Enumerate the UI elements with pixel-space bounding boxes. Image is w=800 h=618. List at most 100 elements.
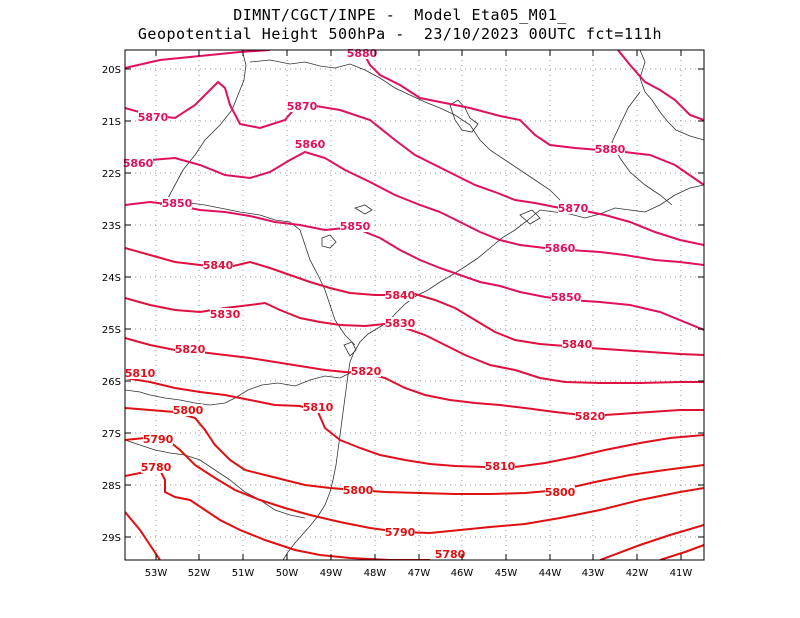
contour-label: 5780 <box>435 548 466 561</box>
lat-tick-label: 29S <box>102 533 121 544</box>
contour-label-bg <box>123 157 153 169</box>
contour-label: 5870 <box>287 100 318 113</box>
lon-tick-label: 50W <box>276 568 299 579</box>
map-frame <box>124 49 705 561</box>
contour-label: 5870 <box>138 111 169 124</box>
contour-label: 5800 <box>343 484 374 497</box>
contour-label-bg <box>343 484 373 496</box>
contour-label: 5860 <box>295 138 326 151</box>
lon-tick-label: 45W <box>495 568 518 579</box>
contour-5810 <box>125 377 704 468</box>
contour-5780 <box>125 511 161 560</box>
contour-label: 5790 <box>385 526 416 539</box>
contour-label: 5810 <box>303 401 334 414</box>
lat-tick-label: 28S <box>102 481 121 492</box>
lon-tick-label: 42W <box>626 568 649 579</box>
contour-label: 5880 <box>595 143 626 156</box>
lake <box>354 204 373 215</box>
lat-tick-label: 26S <box>102 377 121 388</box>
map-title-line-2: Geopotential Height 500hPa - 23/10/2023 … <box>137 25 663 43</box>
lake <box>321 234 337 249</box>
lon-tick-label: 46W <box>451 568 474 579</box>
contour-label: 5870 <box>558 202 589 215</box>
contour-5880 <box>361 50 704 186</box>
contour-label: 5840 <box>562 338 593 351</box>
contour-5780 <box>125 468 430 560</box>
contour-label-bg <box>385 317 415 329</box>
lon-tick-label: 48W <box>364 568 387 579</box>
contour-5870 <box>125 80 704 246</box>
contour-label: 5810 <box>485 460 516 473</box>
lake <box>519 209 541 225</box>
contour-label: 5780 <box>141 461 172 474</box>
lon-tick-label: 49W <box>320 568 343 579</box>
contour-label-bg <box>303 401 333 413</box>
state-border <box>249 59 441 109</box>
map-title-line-1: DIMNT/CGCT/INPE - Model Eta05_M01_ <box>233 6 567 24</box>
lat-tick-label: 23S <box>102 221 121 232</box>
contour-label-bg <box>562 338 592 350</box>
lat-tick-label: 24S <box>102 273 121 284</box>
lat-tick-label: 27S <box>102 429 121 440</box>
contour-labels: 5880 5880 5870 5870 5870 5860 5860 5860 5850 5850… <box>123 47 626 561</box>
contour-label-bg <box>595 143 625 155</box>
lon-tick-label: 53W <box>145 568 168 579</box>
contour-label-bg <box>162 197 192 209</box>
lat-tick-label: 21S <box>102 117 121 128</box>
contour-label: 5860 <box>545 242 576 255</box>
contour-label: 5880 <box>347 47 378 60</box>
contour-label-bg <box>575 410 605 422</box>
contour-label-bg <box>351 365 381 377</box>
contour-label: 5820 <box>575 410 606 423</box>
contour-label: 5840 <box>385 289 416 302</box>
state-border <box>639 50 704 141</box>
contour-label: 5850 <box>340 220 371 233</box>
contour-5880 <box>125 50 271 69</box>
state-border <box>439 107 561 201</box>
state-border <box>174 199 356 346</box>
contour-label-bg <box>138 111 168 123</box>
lake <box>343 341 357 357</box>
contour-label: 5860 <box>123 157 154 170</box>
lat-tick-label: 20S <box>102 65 121 76</box>
contour-label-bg <box>551 291 581 303</box>
contour-5860 <box>125 150 704 266</box>
contour-label-bg <box>141 461 171 473</box>
contour-label-bg <box>545 486 575 498</box>
lon-tick-label: 52W <box>188 568 211 579</box>
contour-label: 5820 <box>351 365 382 378</box>
lake <box>449 99 479 133</box>
contour-label-bg <box>340 220 370 232</box>
lon-tick-label: 47W <box>408 568 431 579</box>
lon-tick-label: 51W <box>232 568 255 579</box>
state-border <box>159 50 247 206</box>
contour-label: 5800 <box>173 404 204 417</box>
contour-5780 <box>599 524 704 560</box>
contour-label: 5850 <box>162 197 193 210</box>
contour-5800 <box>125 407 704 495</box>
contour-label-bg <box>385 526 415 538</box>
lat-tick-label: 25S <box>102 325 121 336</box>
contour-label-bg <box>143 433 173 445</box>
contour-label: 5840 <box>203 259 234 272</box>
contour-5790 <box>125 437 704 535</box>
state-border <box>125 439 306 519</box>
contour-label: 5810 <box>125 367 156 380</box>
map-axes: 20S 21S 22S 23S 24S 25S 26S 27S 28S 29S 53W 52W 51W 5… <box>102 50 704 579</box>
contour-label-bg <box>210 308 240 320</box>
lat-lon-grid <box>125 50 704 560</box>
contour-label-bg <box>175 343 205 355</box>
coastline-and-borders <box>125 50 704 560</box>
contour-label-bg <box>385 289 415 301</box>
contour-label-bg <box>295 138 325 150</box>
contour-label-bg <box>173 404 203 416</box>
contour-label: 5790 <box>143 433 174 446</box>
contour-5770 <box>659 544 704 560</box>
coastline <box>282 184 704 560</box>
lon-tick-label: 44W <box>539 568 562 579</box>
lat-tick-label: 22S <box>102 169 121 180</box>
contour-5880 <box>617 50 704 121</box>
contour-label-bg <box>125 367 155 379</box>
contour-label: 5830 <box>385 317 416 330</box>
